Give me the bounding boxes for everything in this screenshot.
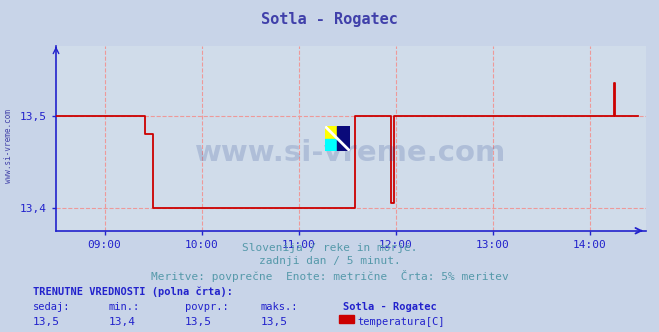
Text: min.:: min.: xyxy=(109,302,140,312)
Text: Sotla - Rogatec: Sotla - Rogatec xyxy=(343,302,436,312)
Text: Slovenija / reke in morje.: Slovenija / reke in morje. xyxy=(242,243,417,253)
Text: 13,5: 13,5 xyxy=(185,317,212,327)
Text: sedaj:: sedaj: xyxy=(33,302,71,312)
Text: zadnji dan / 5 minut.: zadnji dan / 5 minut. xyxy=(258,256,401,266)
Text: 13,5: 13,5 xyxy=(260,317,287,327)
Text: 13,5: 13,5 xyxy=(33,317,60,327)
Text: www.si-vreme.com: www.si-vreme.com xyxy=(195,139,507,167)
Text: Sotla - Rogatec: Sotla - Rogatec xyxy=(261,12,398,27)
Text: maks.:: maks.: xyxy=(260,302,298,312)
Text: 13,4: 13,4 xyxy=(109,317,136,327)
Text: temperatura[C]: temperatura[C] xyxy=(357,317,445,327)
Text: povpr.:: povpr.: xyxy=(185,302,228,312)
Text: TRENUTNE VREDNOSTI (polna črta):: TRENUTNE VREDNOSTI (polna črta): xyxy=(33,286,233,297)
Bar xyxy=(325,138,337,151)
Text: www.si-vreme.com: www.si-vreme.com xyxy=(4,109,13,183)
Polygon shape xyxy=(337,126,350,151)
Bar xyxy=(325,126,337,138)
Text: Meritve: povprečne  Enote: metrične  Črta: 5% meritev: Meritve: povprečne Enote: metrične Črta:… xyxy=(151,270,508,282)
